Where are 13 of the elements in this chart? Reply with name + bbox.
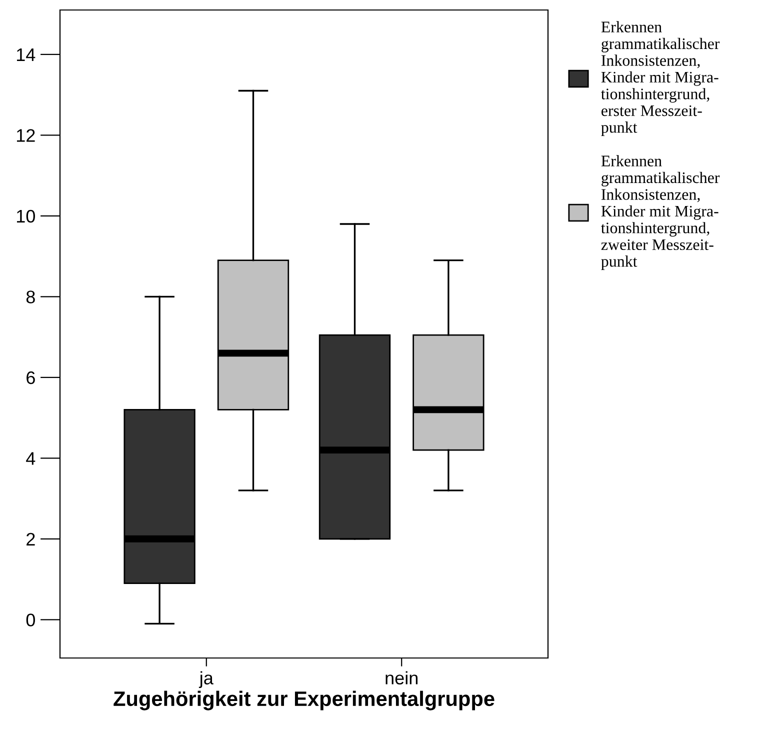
y-tick-label: 4 <box>26 452 36 465</box>
y-tick-label: 0 <box>26 614 35 626</box>
y-tick-label: 2 <box>26 532 35 546</box>
y-tick-label: 6 <box>26 371 35 384</box>
x-tick-label: nein <box>386 671 418 684</box>
y-tick-label: 14 <box>16 48 36 61</box>
x-tick-label: ja <box>198 671 214 688</box>
x-axis-title: Zugehörigkeit zur Experimentalgruppe <box>114 690 494 710</box>
y-tick-label: 12 <box>16 129 35 142</box>
y-tick-label: 8 <box>26 290 35 304</box>
y-tick-label: 10 <box>16 210 35 223</box>
legend-label: Erkennen grammatikalischer Inkonsistenzen, Kinder mit Migra- tionshintergrund, zweiter Messzeit- punkt <box>601 155 720 270</box>
legend-label: Erkennen grammatikalischer Inkonsistenzen, Kinder mit Migra- tionshintergrund, erster Messzeit- punkt <box>601 21 720 136</box>
